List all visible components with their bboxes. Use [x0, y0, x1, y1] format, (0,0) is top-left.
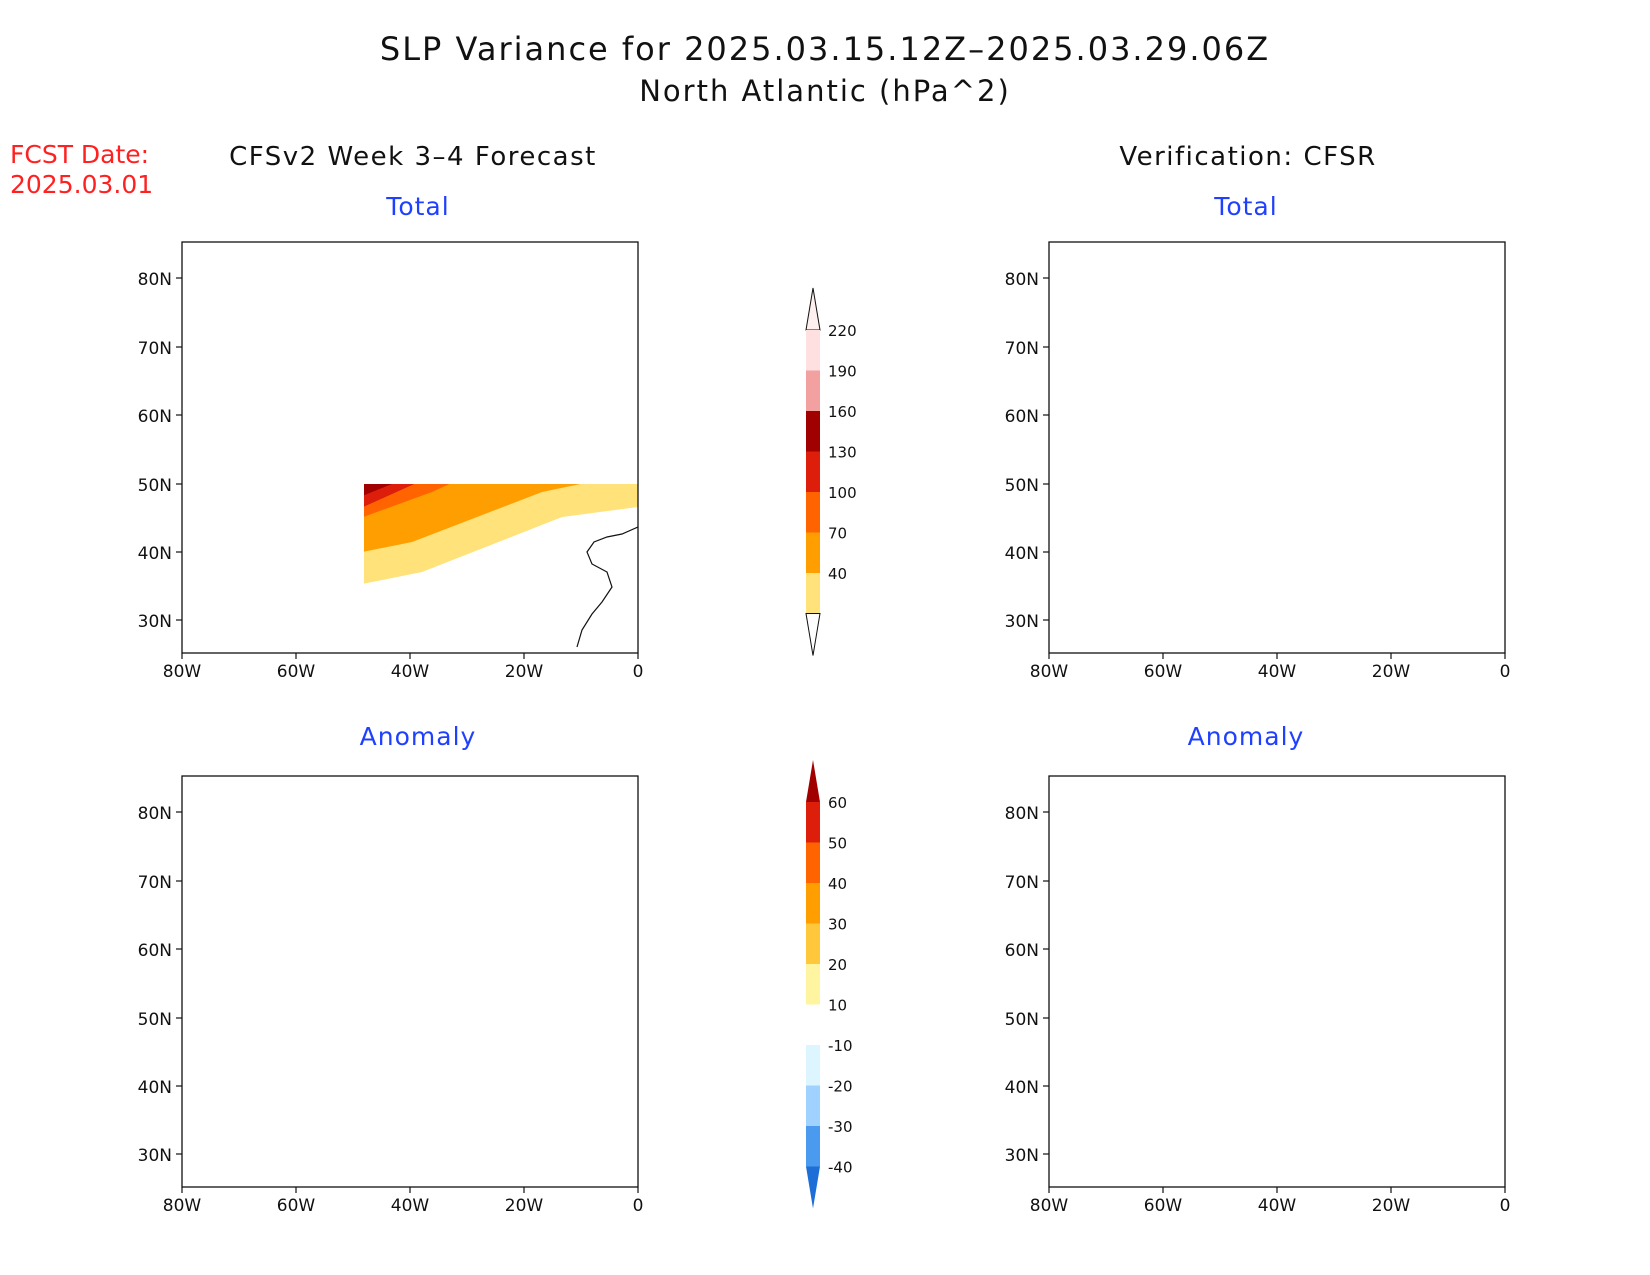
lon-tick-label: 60W	[277, 662, 316, 682]
colorbar-total-label: 100	[828, 484, 857, 502]
main-title: SLP Variance for 2025.03.15.12Z–2025.03.…	[379, 30, 1271, 68]
lat-tick-label: 30N	[1005, 612, 1039, 632]
lat-tick-label: 70N	[138, 873, 172, 893]
lat-tick-label: 40N	[1005, 544, 1039, 564]
panel-title-forecast-total: Total	[386, 192, 450, 221]
lon-tick-label: 40W	[391, 1196, 430, 1216]
verification-anomaly-map	[1048, 775, 1506, 1188]
lat-tick-label: 50N	[1005, 476, 1039, 496]
lat-tick-label: 60N	[138, 407, 172, 427]
colorbar-anomaly-swatch	[806, 1085, 820, 1126]
colorbar-anomaly-label: 60	[828, 794, 847, 812]
main-subtitle: North Atlantic (hPa^2)	[639, 74, 1011, 108]
lat-tick-label: 80N	[138, 804, 172, 824]
colorbar-anomaly: 60 50 40 30 20 10 -10 -20 -30 -40	[806, 760, 853, 1209]
lat-tick-label: 70N	[1005, 873, 1039, 893]
lat-tick-label: 70N	[1005, 339, 1039, 359]
colorbar-total-top-arrow	[805, 287, 821, 331]
colorbar-anomaly-label: 10	[828, 997, 847, 1015]
lat-tick-label: 50N	[138, 1010, 172, 1030]
lat-tick-label: 60N	[1005, 941, 1039, 961]
lat-tick-label: 40N	[1005, 1078, 1039, 1098]
lat-tick-label: 50N	[138, 476, 172, 496]
lat-tick-label: 80N	[138, 270, 172, 290]
axes-layer: 80N 70N 60N 50N 40N 30N 80W 60W 40W 20W 0 80N 70N 60N…	[138, 270, 1511, 1216]
fcst-date: 2025.03.01	[10, 170, 154, 199]
colorbar-anomaly-label: 30	[828, 916, 847, 934]
lon-tick-label: 80W	[163, 1196, 202, 1216]
lat-tick-label: 30N	[138, 612, 172, 632]
colorbar-anomaly-swatch	[806, 923, 820, 964]
lat-tick-label: 80N	[1005, 270, 1039, 290]
verification-total-map	[1048, 241, 1506, 654]
lon-tick-label: 0	[633, 1196, 644, 1216]
colorbar-anomaly-bottom-arrow	[806, 1166, 820, 1209]
lon-tick-label: 0	[633, 662, 644, 682]
panel-title-verification-total: Total	[1214, 192, 1278, 221]
colorbar-total-swatch	[806, 451, 820, 492]
lon-tick-label: 60W	[1144, 662, 1183, 682]
colorbar-total-label: 220	[828, 322, 857, 340]
lat-tick-label: 60N	[138, 941, 172, 961]
lat-tick-label: 70N	[138, 339, 172, 359]
colorbar-anomaly-swatch	[806, 1045, 820, 1086]
lon-tick-label: 80W	[163, 662, 202, 682]
lat-tick-label: 40N	[138, 1078, 172, 1098]
colorbar-total-label: 40	[828, 565, 847, 583]
lon-tick-label: 0	[1500, 662, 1511, 682]
lat-tick-label: 80N	[1005, 804, 1039, 824]
colorbar-total-label: 160	[828, 403, 857, 421]
colorbar-total-swatch	[806, 370, 820, 411]
colorbar-total-label: 190	[828, 363, 857, 381]
colorbar-anomaly-swatch	[806, 802, 820, 843]
lon-tick-label: 80W	[1030, 1196, 1069, 1216]
colorbar-total-label: 130	[828, 444, 857, 462]
colorbar-anomaly-swatch	[806, 964, 820, 1005]
forecast-column-title: CFSv2 Week 3–4 Forecast	[229, 142, 597, 172]
colorbar-anomaly-label: -20	[828, 1078, 853, 1096]
colorbar-total-swatch	[806, 411, 820, 452]
colorbar-anomaly-swatch	[806, 842, 820, 883]
lat-tick-label: 30N	[1005, 1146, 1039, 1166]
colorbar-total-label: 70	[828, 525, 847, 543]
colorbar-anomaly-swatch	[806, 1004, 820, 1045]
colorbar-anomaly-label: 40	[828, 875, 847, 893]
lat-tick-label: 30N	[138, 1146, 172, 1166]
lon-tick-label: 60W	[1144, 1196, 1183, 1216]
lat-tick-label: 60N	[1005, 407, 1039, 427]
lon-tick-label: 60W	[277, 1196, 316, 1216]
lon-tick-label: 40W	[1258, 662, 1297, 682]
colorbar-anomaly-label: -30	[828, 1118, 853, 1136]
forecast-anomaly-map	[181, 775, 639, 1188]
lon-tick-label: 0	[1500, 1196, 1511, 1216]
colorbar-total-swatch	[806, 492, 820, 533]
verification-column-title: Verification: CFSR	[1119, 142, 1377, 172]
lon-tick-label: 80W	[1030, 662, 1069, 682]
lon-tick-label: 40W	[1258, 1196, 1297, 1216]
colorbar-total-swatch	[806, 330, 820, 371]
colorbar-anomaly-label: -40	[828, 1159, 853, 1177]
colorbar-anomaly-label: -10	[828, 1037, 853, 1055]
colorbar-anomaly-top-arrow	[806, 760, 820, 802]
colorbar-total: 220 190 160 130 100 70 40	[805, 287, 857, 656]
colorbar-anomaly-swatch	[806, 883, 820, 924]
colorbar-anomaly-swatch	[806, 1126, 820, 1167]
panel-title-forecast-anomaly: Anomaly	[359, 722, 477, 751]
lon-tick-label: 20W	[505, 662, 544, 682]
colorbar-total-swatch	[806, 573, 820, 614]
lon-tick-label: 20W	[1372, 662, 1411, 682]
colorbar-total-swatch	[806, 532, 820, 573]
lon-tick-label: 20W	[505, 1196, 544, 1216]
panel-title-verification-anomaly: Anomaly	[1187, 722, 1305, 751]
colorbar-total-bottom-arrow	[805, 613, 821, 656]
lon-tick-label: 20W	[1372, 1196, 1411, 1216]
lat-tick-label: 40N	[138, 544, 172, 564]
colorbar-anomaly-label: 20	[828, 956, 847, 974]
lat-tick-label: 50N	[1005, 1010, 1039, 1030]
lon-tick-label: 40W	[391, 662, 430, 682]
forecast-total-map	[181, 241, 639, 654]
colorbar-anomaly-label: 50	[828, 835, 847, 853]
fcst-label: FCST Date:	[10, 140, 150, 169]
